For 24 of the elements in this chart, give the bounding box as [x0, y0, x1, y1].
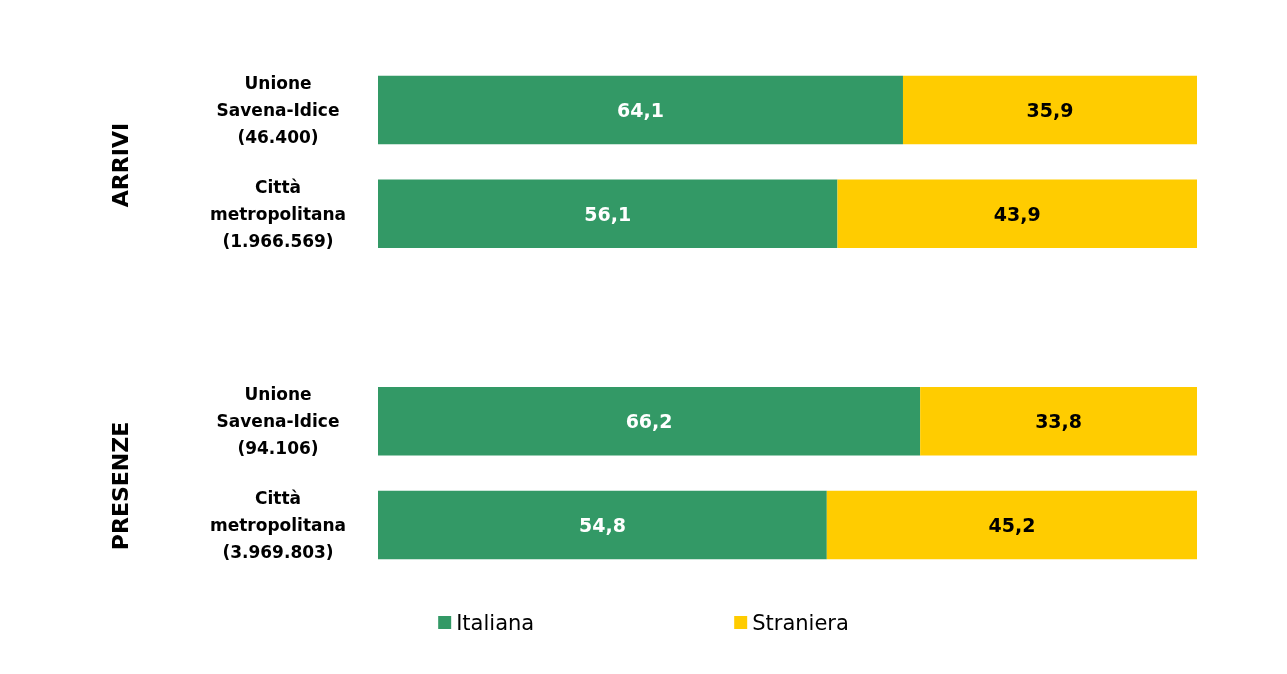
data-label: 45,2	[988, 514, 1036, 537]
y-tick-label: Città metropolitana (1.966.569)	[209, 176, 347, 251]
legend-label: Italiana	[456, 610, 535, 635]
bar	[378, 490, 827, 560]
bar	[378, 179, 838, 248]
data-label: 43,9	[993, 202, 1041, 225]
y-tick-label: Città metropolitana (3.969.803)	[209, 488, 347, 563]
data-label: 33,8	[1035, 410, 1083, 433]
y-tick-label: Unione Savena-Idice (46.400)	[216, 72, 340, 147]
text: ARRIVI	[107, 122, 133, 208]
data-label: 64,1	[617, 98, 664, 121]
bar	[920, 387, 1197, 456]
bar	[902, 75, 1197, 145]
legend-label: Straniera	[752, 610, 849, 635]
data-label: 66,2	[625, 410, 673, 433]
bar	[378, 387, 921, 456]
data-label: 35,9	[1026, 98, 1074, 121]
data-label: 56,1	[584, 202, 632, 225]
data-label: 54,8	[578, 514, 626, 537]
text: PRESENZE	[107, 421, 133, 551]
bar	[378, 75, 903, 145]
bar	[826, 490, 1197, 560]
y-tick-label: Unione Savena-Idice (94.106)	[216, 384, 340, 459]
bar	[837, 179, 1197, 248]
